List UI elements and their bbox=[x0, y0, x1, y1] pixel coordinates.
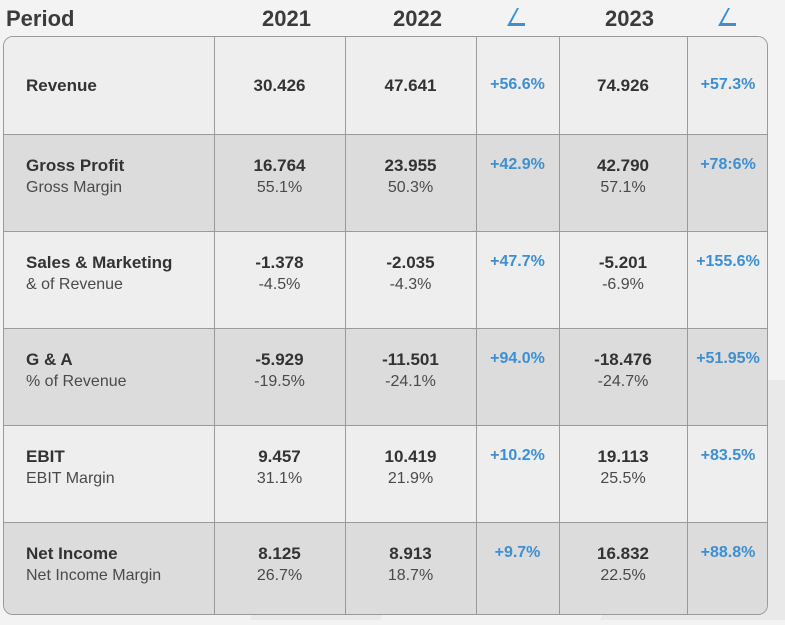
financial-table: Revenue 30.426 47.641 74.926 +56.6% +57.3% Gro… bbox=[3, 36, 768, 615]
value: 23.955 bbox=[384, 156, 437, 175]
growth-percent: +57.3% bbox=[700, 76, 756, 93]
value: 30.426 bbox=[253, 76, 306, 95]
growth-percent: +83.5% bbox=[700, 447, 756, 464]
row-sublabel: Gross Margin bbox=[26, 179, 123, 196]
row-sublabel: % of Revenue bbox=[26, 373, 127, 390]
row-label: Gross Profit bbox=[26, 156, 125, 175]
row-label-cell: Gross Profit Gross Margin bbox=[26, 156, 124, 197]
margin-value: -24.7% bbox=[597, 373, 649, 390]
value: -11.501 bbox=[382, 350, 439, 369]
row-label-cell: Revenue bbox=[26, 76, 97, 96]
margin-value: -6.9% bbox=[602, 276, 644, 293]
row-label-cell: EBIT EBIT Margin bbox=[26, 447, 115, 488]
value-cell: -5.201 -6.9% bbox=[559, 253, 687, 294]
row-label-cell: G & A % of Revenue bbox=[26, 350, 127, 391]
row-label: EBIT bbox=[26, 447, 65, 466]
row-label: Revenue bbox=[26, 76, 97, 95]
column-divider bbox=[345, 37, 346, 614]
value: 8.125 bbox=[258, 544, 301, 563]
period-header: Period bbox=[6, 6, 75, 31]
row-label-cell: Sales & Marketing & of Revenue bbox=[26, 253, 172, 294]
value-cell: 9.457 31.1% bbox=[214, 447, 345, 488]
table-row: Net Income Net Income Margin 8.125 26.7% 8.9… bbox=[4, 522, 767, 614]
row-label: G & A bbox=[26, 350, 73, 369]
growth-percent: +94.0% bbox=[490, 350, 545, 367]
value-cell: 30.426 bbox=[214, 76, 345, 96]
value-cell: -1.378 -4.5% bbox=[214, 253, 345, 294]
margin-value: 55.1% bbox=[256, 179, 303, 196]
growth-percent: +47.7% bbox=[490, 253, 545, 270]
delta-icon bbox=[718, 8, 736, 26]
value-cell: 8.125 26.7% bbox=[214, 544, 345, 585]
row-label: Net Income bbox=[26, 544, 118, 563]
margin-value: -19.5% bbox=[254, 373, 305, 390]
value-cell: 16.764 55.1% bbox=[214, 156, 345, 197]
value-cell: 23.955 50.3% bbox=[345, 156, 476, 197]
value: -1.378 bbox=[255, 253, 304, 272]
growth-percent: +155.6% bbox=[696, 253, 760, 270]
row-sublabel: EBIT Margin bbox=[26, 470, 115, 487]
margin-value: 22.5% bbox=[600, 567, 646, 584]
row-sublabel: Net Income Margin bbox=[26, 567, 162, 584]
value: 74.926 bbox=[597, 76, 649, 95]
year-header-2023: 2023 bbox=[605, 6, 654, 31]
value-cell: -11.501 -24.1% bbox=[345, 350, 476, 391]
margin-value: 31.1% bbox=[256, 470, 303, 487]
margin-value: 57.1% bbox=[600, 179, 646, 196]
growth-percent: +78:6% bbox=[700, 156, 756, 173]
value: 8.913 bbox=[389, 544, 432, 563]
value-cell: 8.913 18.7% bbox=[345, 544, 476, 585]
year-header-2021: 2021 bbox=[262, 6, 311, 31]
row-sublabel: & of Revenue bbox=[26, 276, 123, 293]
value: -5.929 bbox=[255, 350, 304, 369]
margin-value: 26.7% bbox=[256, 567, 303, 584]
table-row: EBIT EBIT Margin 9.457 31.1% 10.419 21.9% 19.1… bbox=[4, 425, 767, 522]
growth-percent: +56.6% bbox=[490, 76, 545, 93]
column-divider bbox=[214, 37, 215, 614]
value: 47.641 bbox=[384, 76, 437, 95]
margin-value: 18.7% bbox=[387, 567, 434, 584]
growth-percent: +10.2% bbox=[490, 447, 545, 464]
value: 19.113 bbox=[597, 447, 649, 466]
row-label: Sales & Marketing bbox=[26, 253, 173, 272]
column-divider bbox=[687, 37, 688, 614]
value: 42.790 bbox=[597, 156, 649, 175]
value-cell: -5.929 -19.5% bbox=[214, 350, 345, 391]
value-cell: 74.926 bbox=[559, 76, 687, 96]
margin-value: -4.5% bbox=[258, 276, 301, 293]
value-cell: 19.113 25.5% bbox=[559, 447, 687, 488]
table-row: Gross Profit Gross Margin 16.764 55.1% 23.95… bbox=[4, 134, 767, 231]
value: 16.764 bbox=[253, 156, 306, 175]
margin-value: 25.5% bbox=[600, 470, 646, 487]
value-cell: 47.641 bbox=[345, 76, 476, 96]
value: -5.201 bbox=[598, 253, 648, 272]
margin-value: 21.9% bbox=[387, 470, 434, 487]
value: 16.832 bbox=[597, 544, 649, 563]
margin-value: 50.3% bbox=[387, 179, 434, 196]
growth-percent: +51.95% bbox=[696, 350, 760, 367]
table-header: Period 2021 2022 2023 bbox=[0, 0, 785, 36]
margin-value: -4.3% bbox=[389, 276, 432, 293]
delta-icon bbox=[507, 8, 525, 26]
value-cell: 42.790 57.1% bbox=[559, 156, 687, 197]
value-cell: 16.832 22.5% bbox=[559, 544, 687, 585]
column-divider bbox=[476, 37, 477, 614]
growth-percent: +88.8% bbox=[700, 544, 756, 561]
growth-percent: +42.9% bbox=[490, 156, 545, 173]
table-row: Revenue 30.426 47.641 74.926 +56.6% +57.3% bbox=[4, 37, 767, 134]
value: -18.476 bbox=[594, 350, 652, 369]
value-cell: -2.035 -4.3% bbox=[345, 253, 476, 294]
value-cell: -18.476 -24.7% bbox=[559, 350, 687, 391]
row-label-cell: Net Income Net Income Margin bbox=[26, 544, 161, 585]
value-cell: 10.419 21.9% bbox=[345, 447, 476, 488]
value: -2.035 bbox=[386, 253, 435, 272]
growth-percent: +9.7% bbox=[494, 544, 541, 561]
value: 9.457 bbox=[258, 447, 301, 466]
value: 10.419 bbox=[384, 447, 437, 466]
year-header-2022: 2022 bbox=[393, 6, 442, 31]
column-divider bbox=[559, 37, 560, 614]
margin-value: -24.1% bbox=[385, 373, 436, 390]
table-row: Sales & Marketing & of Revenue -1.378 -4.5%… bbox=[4, 231, 767, 328]
table-row: G & A % of Revenue -5.929 -19.5% -11.501 -24.… bbox=[4, 328, 767, 425]
